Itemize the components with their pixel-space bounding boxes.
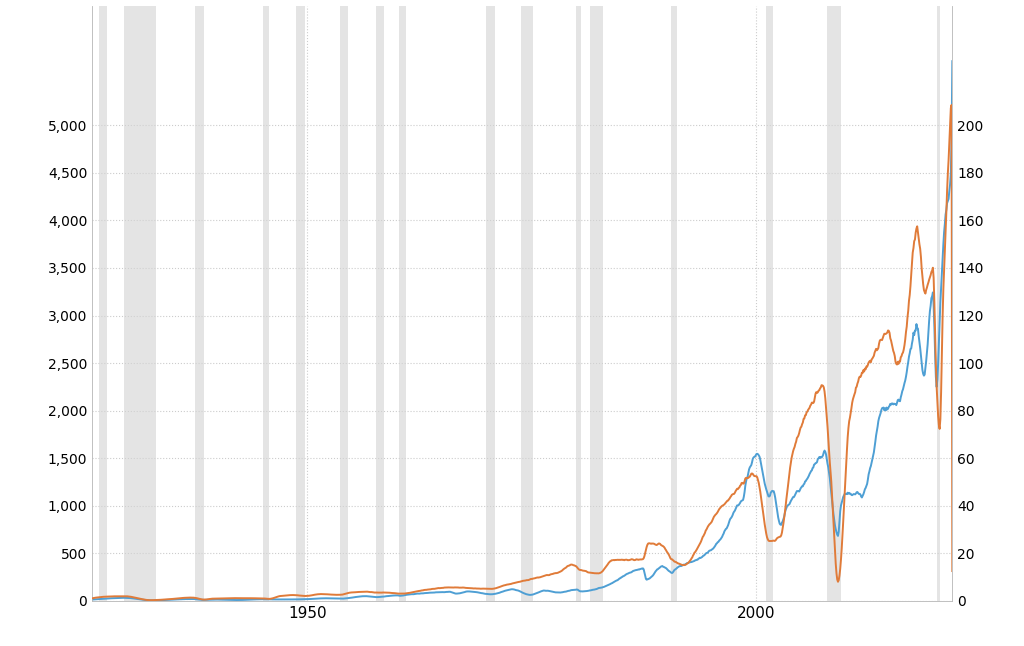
Bar	[195, 6, 204, 601]
Bar	[296, 6, 305, 601]
Bar	[124, 6, 157, 601]
Bar	[376, 6, 384, 601]
Bar	[590, 6, 602, 601]
Bar	[826, 6, 841, 601]
Bar	[766, 6, 773, 601]
Bar	[262, 6, 269, 601]
Bar	[937, 6, 940, 601]
Bar	[486, 6, 495, 601]
Bar	[671, 6, 677, 601]
Bar	[340, 6, 348, 601]
Bar	[99, 6, 108, 601]
Bar	[577, 6, 581, 601]
Bar	[398, 6, 407, 601]
Bar	[521, 6, 534, 601]
